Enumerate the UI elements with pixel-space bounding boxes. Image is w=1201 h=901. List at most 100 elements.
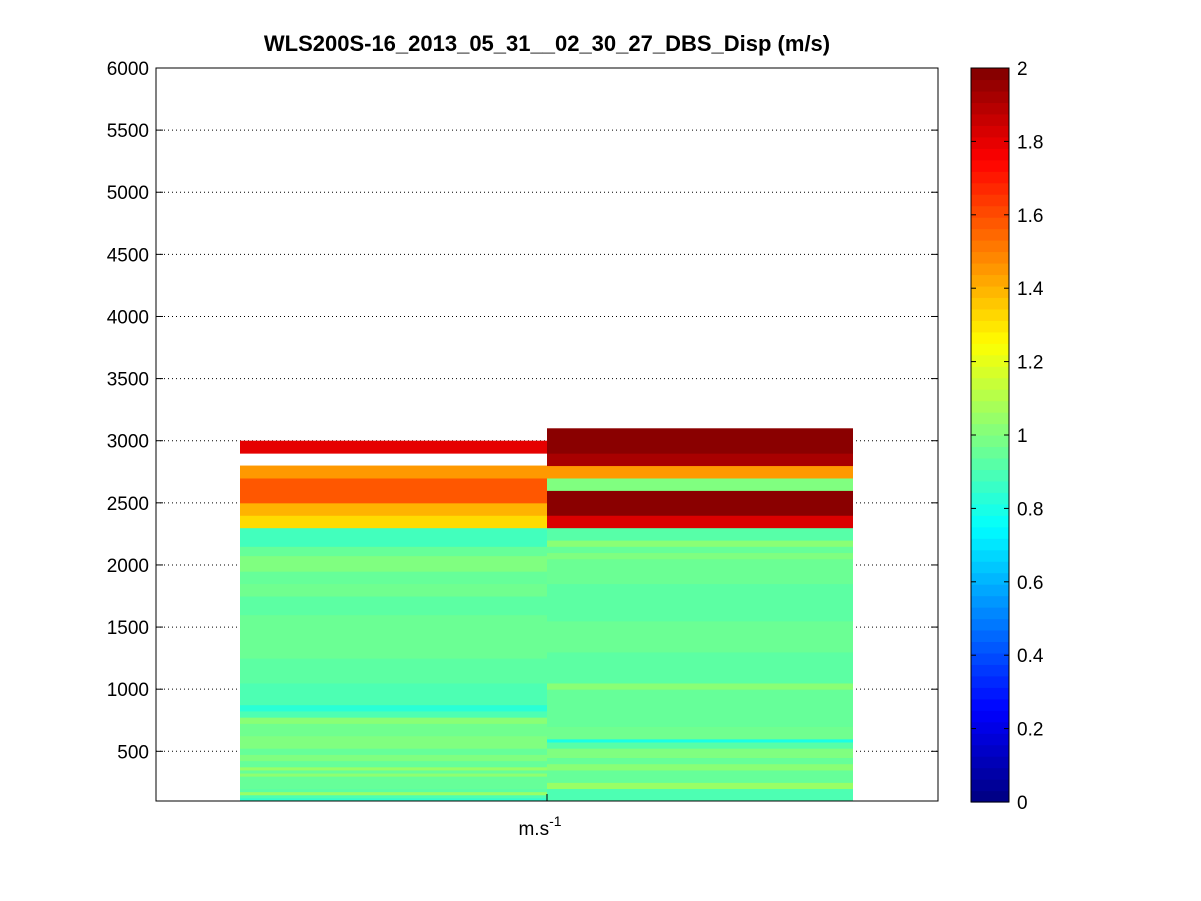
heatmap-cell [547, 738, 853, 743]
colorbar-band [971, 125, 1009, 138]
colorbar-band [971, 457, 1009, 471]
heatmap-cell [547, 788, 853, 802]
x-axis-label-exponent: -1 [549, 813, 562, 829]
colorbar-tick-label: 1.8 [1017, 132, 1043, 153]
colorbar-band [971, 779, 1009, 792]
heatmap-cell [547, 651, 853, 684]
colorbar-band [971, 607, 1009, 620]
heatmap-cell [240, 760, 547, 768]
colorbar-tick-label: 1 [1017, 426, 1028, 447]
heatmap-cell [240, 658, 547, 684]
colorbar-band [971, 251, 1009, 264]
heatmap-cell [547, 620, 853, 653]
colorbar-band [971, 285, 1009, 298]
heatmap-cell [547, 465, 853, 479]
colorbar-bands [971, 68, 1009, 803]
colorbar-band [971, 331, 1009, 344]
colorbar-band [971, 492, 1009, 505]
colorbar-band [971, 308, 1009, 321]
y-tick-label: 1000 [107, 680, 149, 701]
x-axis-label: m.s-1 [518, 813, 561, 840]
y-tick-label: 3500 [107, 370, 149, 391]
colorbar-band [971, 240, 1009, 253]
y-tick-label: 5500 [107, 121, 149, 142]
heatmap-cell [547, 583, 853, 622]
colorbar-tick-label: 0.2 [1017, 720, 1043, 741]
heatmap-cell [240, 502, 547, 516]
heatmap-cell [240, 704, 547, 712]
colorbar-band [971, 538, 1009, 551]
heatmap-cell [240, 791, 547, 796]
heatmap-cell [547, 689, 853, 727]
colorbar-band [971, 446, 1009, 459]
colorbar-band [971, 217, 1009, 230]
colorbar-band [971, 171, 1009, 184]
colorbar-ticks: 0 0.2 0.4 0.6 0.8 1 1.2 1.4 1.6 1.8 2 [971, 59, 1044, 814]
colorbar-band [971, 435, 1009, 448]
chart-title: WLS200S-16_2013_05_31__02_30_27_DBS_Disp… [264, 31, 830, 56]
colorbar-tick-label: 0.4 [1017, 646, 1044, 667]
colorbar-band [971, 469, 1009, 482]
colorbar-frame [970, 67, 1010, 803]
heatmap-cell [547, 682, 853, 690]
heatmap-cell [547, 540, 853, 547]
colorbar-band [971, 641, 1009, 654]
colorbar-band [971, 549, 1009, 562]
colorbar-band [971, 480, 1009, 493]
heatmap-cell [240, 571, 547, 585]
y-axis-ticks: 500 1000 1500 2000 2500 3000 3500 4000 4500 5000 5… [107, 59, 938, 801]
heatmap-cell [240, 546, 547, 557]
heatmap-cell [547, 552, 853, 560]
y-tick-label: 2000 [107, 556, 149, 577]
colorbar-band [971, 503, 1009, 516]
colorbar-band [971, 262, 1009, 276]
x-axis-label-base: m.s [518, 819, 549, 840]
heatmap-cell [240, 555, 547, 572]
heatmap-cell [240, 766, 547, 771]
heatmap-cell [547, 558, 853, 585]
colorbar-band [971, 584, 1009, 597]
colorbar-band [971, 194, 1009, 207]
axes-frame [155, 67, 939, 802]
colorbar-band [971, 629, 1009, 643]
colorbar-band [971, 790, 1009, 803]
heatmap-cell [240, 465, 547, 479]
heatmap-cell [547, 527, 853, 541]
heatmap-cell [240, 710, 547, 718]
heatmap-cell [240, 440, 547, 454]
heatmap-cell [240, 717, 547, 724]
colorbar-band [971, 79, 1009, 92]
colorbar-band [971, 148, 1009, 161]
heatmap-cell [547, 546, 853, 554]
heatmap-cell [547, 782, 853, 790]
colorbar-band [971, 320, 1009, 333]
colorbar-tick-label: 0 [1017, 793, 1028, 814]
y-tick-label: 3000 [107, 432, 149, 453]
heatmap-cell [240, 527, 547, 547]
heatmap-cell [547, 741, 853, 749]
heatmap-cell [240, 754, 547, 762]
colorbar-tick-label: 0.8 [1017, 499, 1043, 520]
heatmap-cell [547, 477, 853, 491]
colorbar-band [971, 526, 1009, 539]
plot-area: 500 1000 1500 2000 2500 3000 3500 4000 4500 5000 5… [107, 59, 939, 802]
colorbar-band [971, 595, 1009, 608]
y-tick-label: 5000 [107, 183, 149, 204]
y-tick-label: 2500 [107, 494, 149, 515]
colorbar-band [971, 515, 1009, 528]
colorbar-band [971, 767, 1009, 780]
colorbar-band [971, 710, 1009, 723]
heatmap-cell [240, 682, 547, 706]
y-tick-label: 4500 [107, 245, 149, 266]
heatmap-cell [240, 515, 547, 529]
heatmap-cell [240, 748, 547, 755]
colorbar-band [971, 572, 1009, 585]
heatmap-cell [240, 794, 547, 799]
colorbar-tick-label: 0.6 [1017, 573, 1043, 594]
colorbar-band [971, 687, 1009, 700]
heatmap-cell [240, 788, 547, 793]
colorbar-band [971, 733, 1009, 746]
colorbar-band [971, 90, 1009, 104]
heatmap-cell [547, 726, 853, 740]
colorbar-band [971, 343, 1009, 356]
